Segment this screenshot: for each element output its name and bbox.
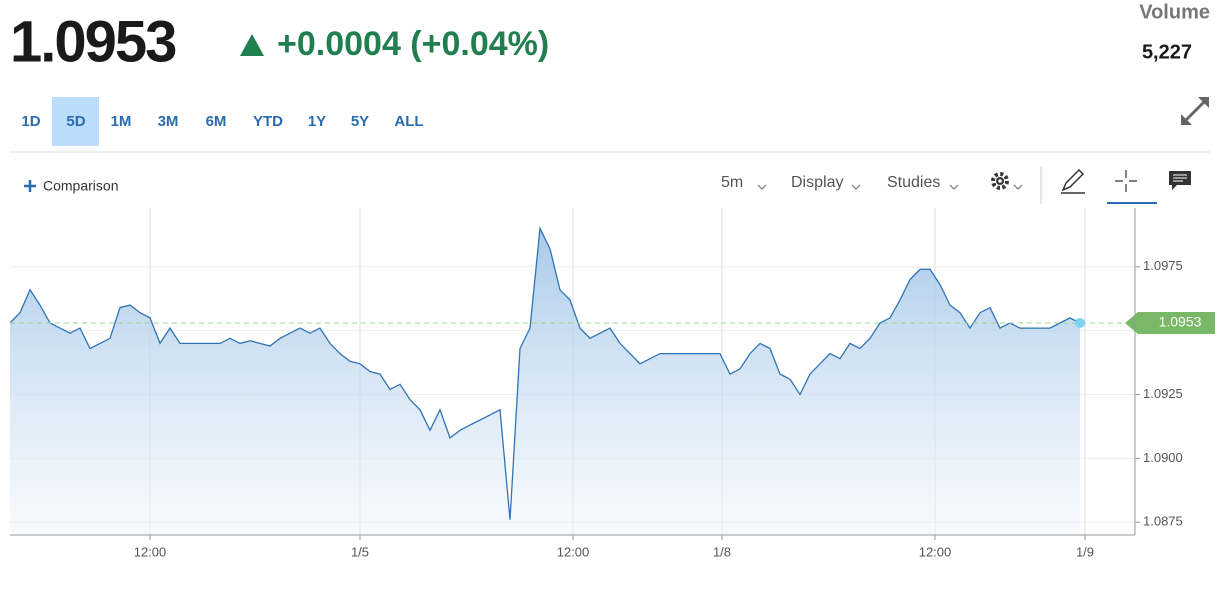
range-tab[interactable]: 1Y [308,113,326,130]
range-tab[interactable]: 6M [206,113,227,130]
x-tick-label: 12:00 [134,544,167,559]
range-tabs: 1D 5D 1M 3M 6M YTD 1Y 5Y ALL [21,97,424,146]
range-tab[interactable]: 1M [111,113,132,130]
y-tick-label: 1.0875 [1143,514,1183,529]
range-tab[interactable]: YTD [253,113,283,130]
change: +0.0004 (+0.04%) [277,25,549,63]
y-tick-label: 1.0900 [1143,450,1183,465]
range-tab[interactable]: 1D [21,113,40,130]
crosshair-icon[interactable] [1115,170,1137,192]
range-tab[interactable]: 3M [158,113,179,130]
y-tick-label: 1.0925 [1143,386,1183,401]
comparison-button[interactable]: Comparison [24,178,118,194]
expand-icon[interactable] [1181,97,1209,125]
interval-label[interactable]: 5m [721,174,743,191]
volume: 5,227 [1142,41,1192,63]
price-line [9,226,1081,520]
draw-icon[interactable] [1061,168,1085,194]
x-tick-label: 1/9 [1076,544,1094,559]
chart: 12:001/512:001/812:001/91.09751.09501.09… [9,208,1215,559]
last-price-label: 1.0953 [1159,314,1202,330]
price: 1.0953 [10,9,176,74]
up-arrow [240,34,264,56]
settings-icon[interactable] [991,172,1009,190]
area [10,228,1080,535]
last-price-tag [1125,311,1215,334]
range-tab[interactable]: 5D [66,113,85,130]
y-tick-label: 1.0975 [1143,258,1183,273]
volume-label: Volume [1139,1,1210,23]
display-label[interactable]: Display [791,174,843,191]
comment-icon[interactable] [1169,171,1191,190]
comparison-label: Comparison [43,178,118,194]
range-tab[interactable]: 5Y [351,113,369,130]
x-tick-label: 1/5 [351,544,369,559]
x-tick-label: 12:00 [557,544,590,559]
active-tab-bg [52,97,99,146]
x-tick-label: 12:00 [919,544,952,559]
dropdown-carets [757,184,1023,190]
x-tick-label: 1/8 [713,544,731,559]
range-tab[interactable]: ALL [394,113,423,130]
studies-label[interactable]: Studies [887,174,940,191]
last-point [1075,317,1085,328]
